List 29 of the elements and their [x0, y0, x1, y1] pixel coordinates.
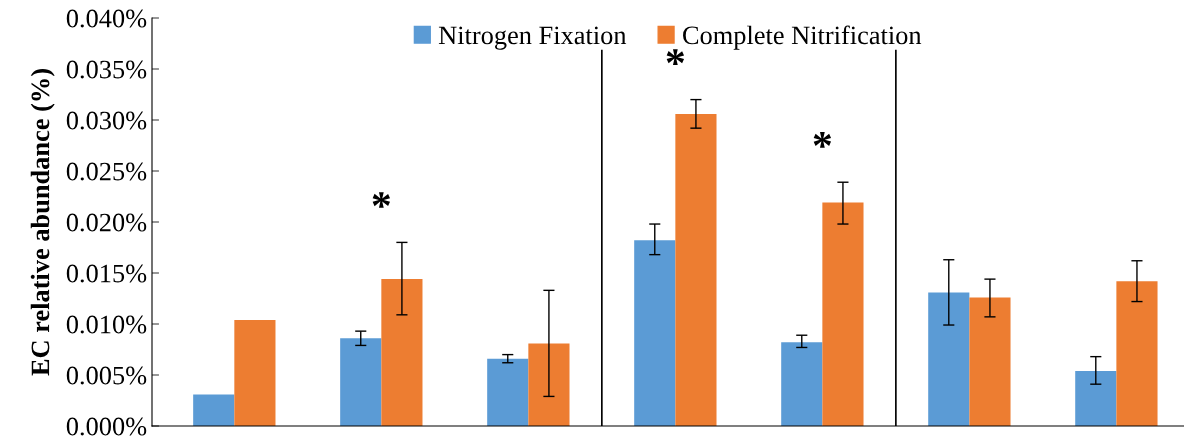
y-tick-label: 0.005%: [66, 366, 147, 385]
bar: [528, 343, 570, 426]
bar: [487, 358, 529, 426]
bar: [193, 394, 235, 426]
y-tick-label: 0.025%: [66, 162, 147, 181]
y-tick-label: 0.020%: [66, 213, 147, 232]
bar: [234, 319, 276, 426]
y-tick-label: 0.015%: [66, 264, 147, 283]
y-tick-label: 0.030%: [66, 111, 147, 130]
y-tick-label: 0.035%: [66, 60, 147, 79]
bar: [781, 342, 823, 426]
bar: [675, 113, 717, 426]
bar: [969, 297, 1011, 426]
bar: [1116, 281, 1158, 426]
legend-label: Complete Nitrification: [683, 25, 922, 50]
y-tick-label: 0.010%: [66, 315, 147, 334]
bar: [381, 279, 423, 426]
bar: [1075, 370, 1117, 426]
bar: [928, 292, 970, 426]
y-tick-label: 0.000%: [66, 417, 147, 436]
data-label: *: [813, 131, 832, 148]
bar: [634, 240, 676, 426]
data-label: *: [372, 192, 391, 208]
bar: [340, 338, 382, 426]
y-axis-title: EC relative abundance (%): [30, 69, 55, 376]
data-label: *: [666, 49, 685, 66]
y-tick-label: 0.040%: [66, 9, 147, 28]
bar: [822, 202, 864, 426]
legend-label: Nitrogen Fixation: [438, 26, 627, 50]
